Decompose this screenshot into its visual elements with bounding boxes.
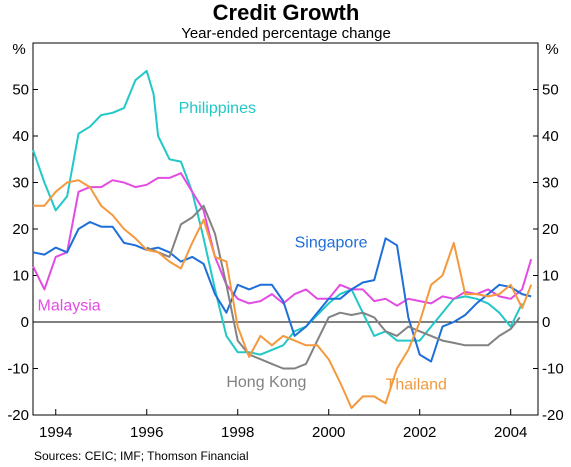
series-label-singapore: Singapore xyxy=(295,235,368,252)
x-tick-label: 1994 xyxy=(39,424,72,441)
y-tick-label-right: 30 xyxy=(542,175,559,192)
x-tick-label: 2004 xyxy=(494,424,527,441)
plot-area xyxy=(32,42,539,416)
y-tick-label-right: -20 xyxy=(542,407,564,424)
series-label-hong-kong: Hong Kong xyxy=(226,374,306,391)
y-tick-label-left: 0 xyxy=(21,314,29,331)
y-axis: -20 -20 -10 -10 0 0 10 10 20 20 30 30 40 40 50 50 xyxy=(7,82,563,425)
y-tick-label-right: 20 xyxy=(542,221,559,238)
y-tick-label-left: -20 xyxy=(7,407,29,424)
x-tick-label: 1996 xyxy=(130,424,163,441)
x-tick-label: 2002 xyxy=(403,424,436,441)
series-line-thailand xyxy=(33,179,533,409)
y-tick-label-right: -10 xyxy=(542,361,564,378)
left-axis-unit: % xyxy=(12,41,25,58)
chart-subtitle: Year-ended percentage change xyxy=(181,25,391,42)
series-label-philippines: Philippines xyxy=(179,100,256,117)
y-tick-label-right: 10 xyxy=(542,268,559,285)
series-layer xyxy=(32,69,533,409)
series-line-singapore xyxy=(32,221,532,363)
y-tick-label-right: 50 xyxy=(542,82,559,99)
y-tick-label-right: 0 xyxy=(542,314,550,331)
series-label-thailand: Thailand xyxy=(386,376,447,393)
series-line-philippines xyxy=(32,69,523,356)
y-tick-label-left: 30 xyxy=(12,175,29,192)
x-tick-label: 1998 xyxy=(221,424,254,441)
y-tick-label-left: -10 xyxy=(7,361,29,378)
series-labels: Philippines Malaysia Singapore Hong Kong Tha… xyxy=(38,100,447,394)
y-tick-label-left: 40 xyxy=(12,128,29,145)
chart-title: Credit Growth xyxy=(213,0,360,25)
series-line-malaysia xyxy=(32,172,533,307)
series-line-hong-kong xyxy=(146,204,521,370)
y-tick-label-left: 20 xyxy=(12,221,29,238)
series-label-malaysia: Malaysia xyxy=(38,297,101,314)
y-tick-label-left: 10 xyxy=(12,268,29,285)
source-note: Sources: CEIC; IMF; Thomson Financial xyxy=(34,449,249,463)
y-tick-label-right: 40 xyxy=(542,128,559,145)
y-tick-label-left: 50 xyxy=(12,82,29,99)
x-axis: 1994 1996 1998 2000 2002 2004 xyxy=(39,409,527,441)
right-axis-unit: % xyxy=(545,41,558,58)
x-tick-label: 2000 xyxy=(312,424,345,441)
